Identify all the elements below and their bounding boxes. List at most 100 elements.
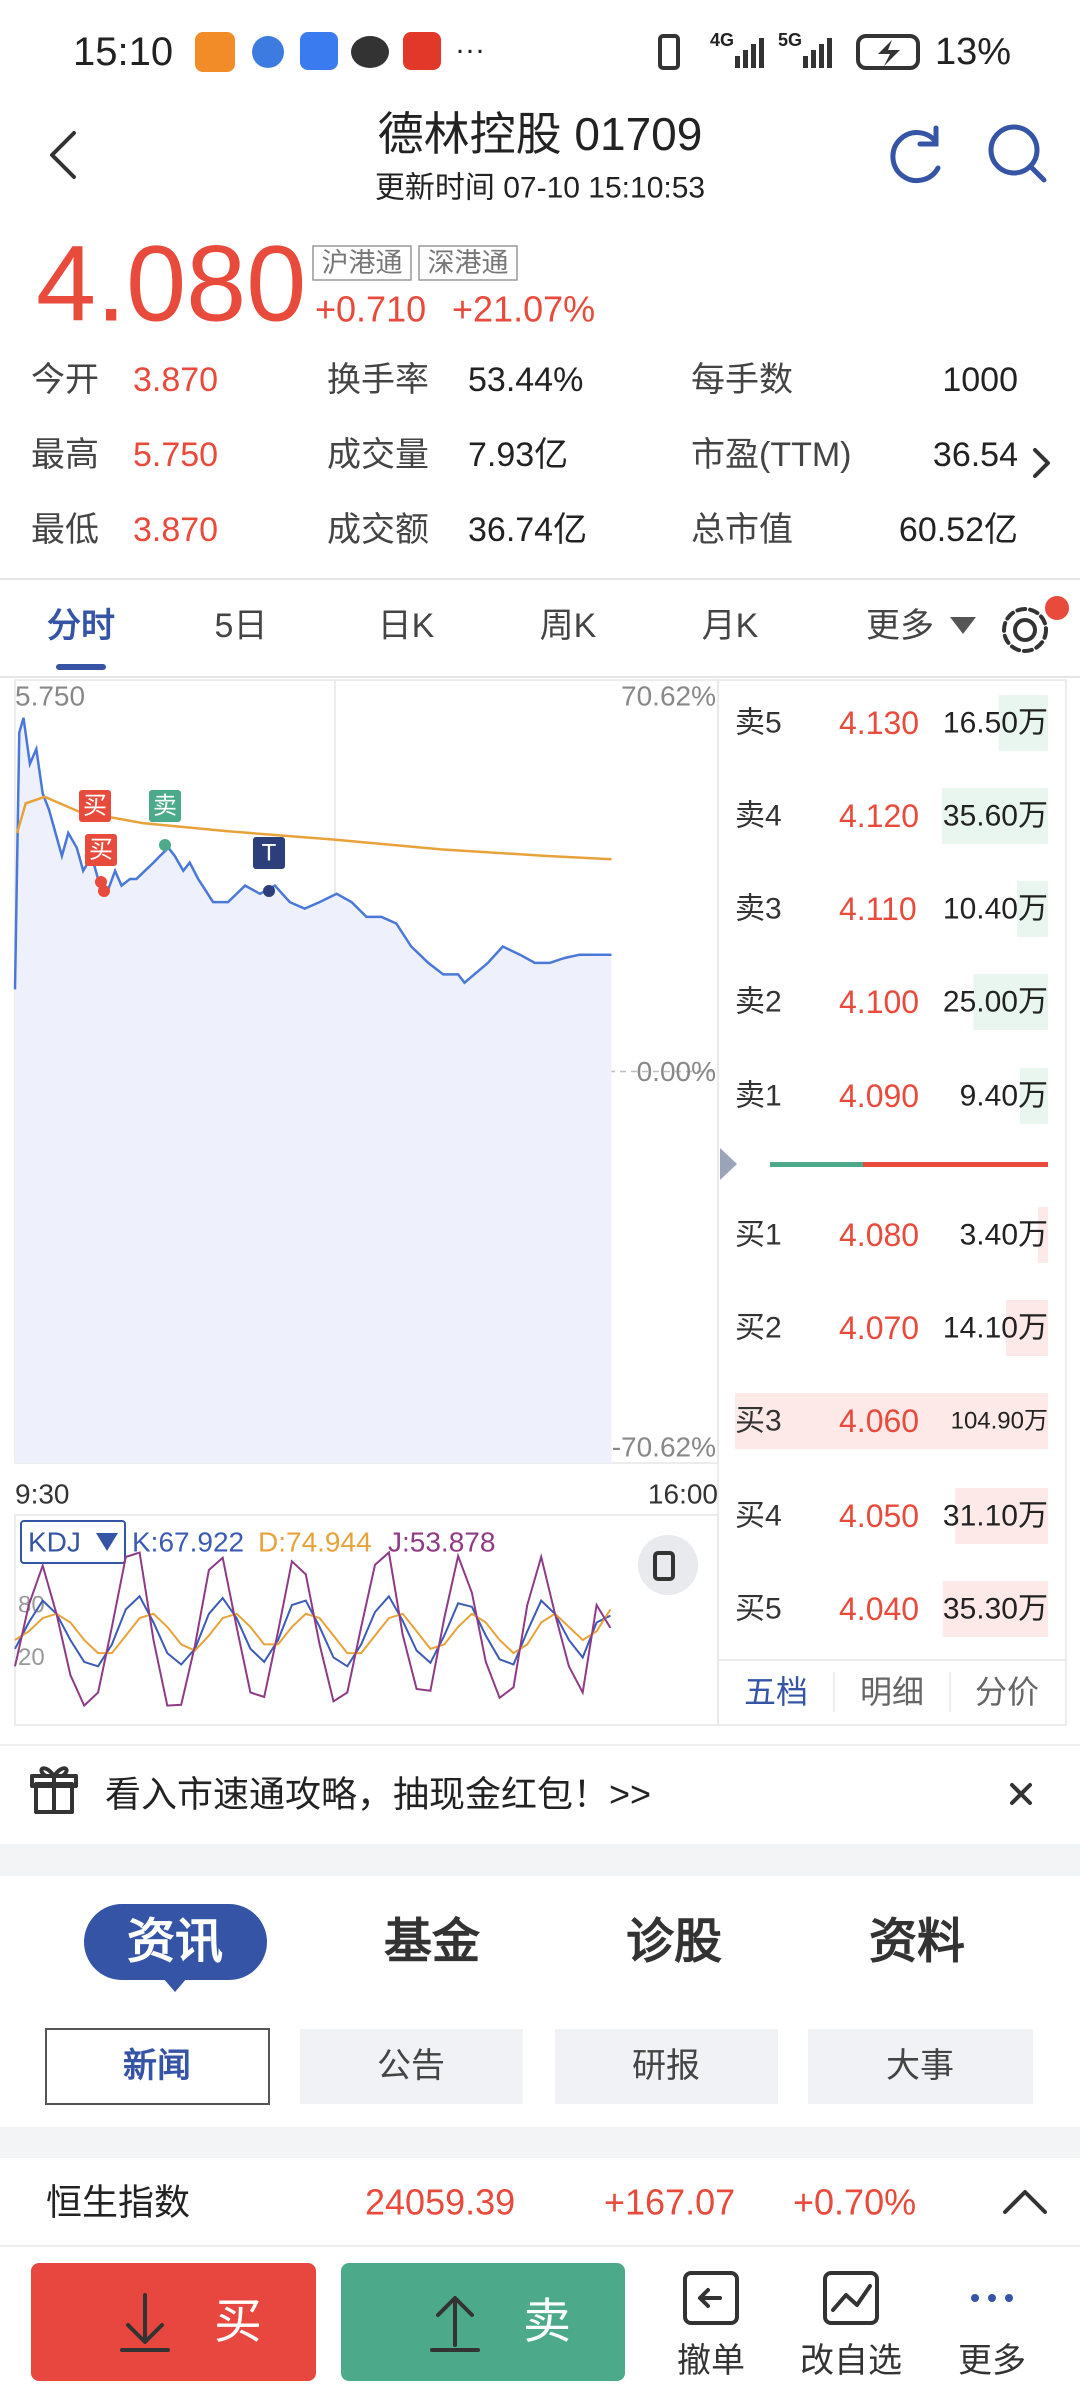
period-tab[interactable]: 5日 (215, 607, 268, 645)
level-price: 4.100 (839, 984, 919, 1020)
order-book-tab[interactable]: 明细 (860, 1674, 924, 1710)
y2-tick-label: 0.00% (637, 1056, 716, 1087)
action-label[interactable]: 撤单 (677, 2342, 745, 2380)
level-label: 卖3 (735, 893, 782, 926)
tab-underline (56, 664, 106, 670)
app-icon (300, 32, 338, 70)
watchlist-icon (823, 2271, 879, 2325)
period-tab[interactable]: 日K (378, 607, 435, 645)
stat-label: 今开 (31, 361, 99, 399)
kdj-label: KDJ (28, 1527, 81, 1558)
trade-marker (79, 790, 111, 822)
refresh-button[interactable] (890, 125, 941, 183)
price-line (13, 717, 612, 990)
volume-bar (998, 695, 1048, 751)
promo-text[interactable]: 看入市速通攻略，抽现金红包！>> (105, 1774, 651, 1815)
kdj-frame (14, 1514, 719, 1726)
level-price: 4.110 (839, 891, 917, 927)
section-tab[interactable]: 基金 (384, 1916, 481, 1969)
ratio-bar-sell (770, 1162, 863, 1167)
price-change: +0.710 (315, 289, 426, 330)
level-label: 卖2 (735, 986, 782, 1019)
kdj-legend: K:67.922 (132, 1527, 244, 1558)
sub-tab[interactable]: 大事 (886, 2047, 954, 2085)
close-banner[interactable] (1010, 1783, 1032, 1805)
trade-marker-label: 买 (89, 837, 113, 864)
expand-stats[interactable] (1033, 448, 1050, 478)
x-tick-label: 16:00 (648, 1479, 718, 1510)
expand-index[interactable] (1003, 2190, 1047, 2214)
network-label: 5G (778, 30, 802, 50)
index-change: +167.07 (604, 2182, 735, 2223)
section-tab[interactable]: 资讯 (127, 1916, 223, 1969)
stat-value: 5.750 (133, 436, 218, 474)
cancel-icon (683, 2271, 739, 2325)
app-icon (351, 36, 389, 68)
level-price: 4.060 (839, 1403, 919, 1439)
rotate-button[interactable] (638, 1535, 698, 1595)
subtab-box (808, 2029, 1033, 2104)
period-tab[interactable]: 月K (702, 607, 759, 645)
level-volume: 10.40万 (943, 893, 1048, 926)
tag-box (418, 245, 518, 281)
sub-tab[interactable]: 研报 (632, 2047, 700, 2085)
divider (0, 578, 1080, 580)
more-arrow (950, 617, 976, 634)
period-tab[interactable]: 更多 (866, 607, 934, 645)
order-book-tab[interactable]: 分价 (975, 1674, 1039, 1710)
sub-tab[interactable]: 新闻 (123, 2047, 191, 2085)
divider (0, 1744, 1080, 1746)
divider (0, 676, 1080, 678)
stat-label: 最高 (31, 436, 99, 474)
collapse-arrow[interactable] (720, 1148, 737, 1180)
last-price: 4.080 (36, 223, 306, 344)
sell-button[interactable] (341, 2263, 625, 2381)
trade-marker (85, 834, 117, 866)
notice-dot (1045, 596, 1069, 620)
level-price: 4.080 (839, 1217, 919, 1253)
level-label: 买2 (735, 1312, 782, 1345)
order-book-tab[interactable]: 五档 (744, 1674, 808, 1710)
stock-title: 德林控股 01709 (378, 108, 703, 160)
trade-marker-label: 买 (83, 793, 107, 820)
kdj-selector[interactable] (20, 1520, 126, 1564)
more-icon (971, 2294, 1013, 2302)
action-label[interactable]: 更多 (958, 2342, 1026, 2380)
level-label: 买1 (735, 1219, 782, 1252)
section-tab[interactable]: 诊股 (626, 1916, 722, 1969)
period-tab[interactable]: 周K (540, 607, 597, 645)
trade-dot (263, 885, 275, 897)
trade-marker-label: 卖 (153, 793, 177, 820)
volume-bar (973, 974, 1048, 1030)
price-area (15, 717, 612, 1463)
stat-value: 36.74亿 (468, 511, 587, 549)
volume-bar (1019, 1068, 1048, 1124)
period-tab[interactable]: 分时 (47, 607, 115, 645)
connect-tag: 深港通 (428, 248, 509, 278)
section-tab[interactable]: 资料 (869, 1916, 965, 1969)
order-book-frame (717, 679, 1067, 1726)
level-volume: 16.50万 (943, 707, 1048, 740)
action-label[interactable]: 改自选 (800, 2342, 902, 2380)
kdj-legend: D:74.944 (258, 1527, 372, 1558)
stat-label: 换手率 (327, 361, 429, 399)
sub-tab[interactable]: 公告 (377, 2047, 445, 2085)
back-button[interactable] (50, 131, 76, 179)
buy-icon (120, 2293, 170, 2352)
app-icon (195, 32, 235, 72)
stat-label: 成交额 (327, 511, 429, 549)
level-volume: 35.60万 (943, 800, 1048, 833)
stat-label: 每手数 (691, 361, 793, 399)
stat-value: 1000 (942, 361, 1018, 399)
level-label: 卖4 (735, 800, 782, 833)
settings-button[interactable] (1002, 607, 1048, 653)
search-button[interactable] (988, 124, 1047, 183)
level-price: 4.070 (839, 1310, 919, 1346)
trade-dot (98, 885, 110, 897)
level-volume: 3.40万 (960, 1219, 1048, 1252)
sell-icon (430, 2296, 480, 2352)
charge-icon (878, 40, 900, 66)
buy-button[interactable] (31, 2263, 316, 2381)
trade-marker-label: T (262, 840, 277, 867)
